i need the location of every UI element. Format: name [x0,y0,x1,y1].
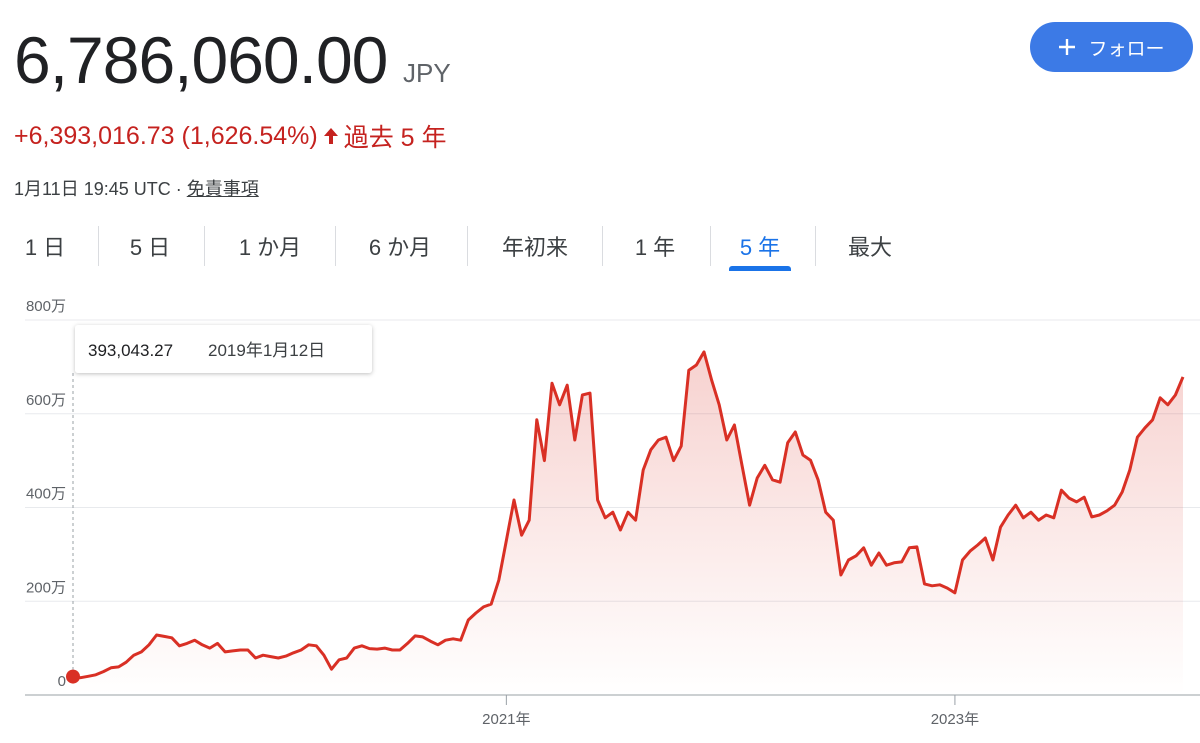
y-tick-label: 600万 [26,392,66,409]
tab-separator [467,226,468,266]
tab-underline [729,266,791,271]
range-tab[interactable]: 年初来 [501,235,569,260]
range-tab[interactable]: 最大 [847,235,893,260]
range-tab[interactable]: 5 年 [739,235,781,260]
range-tab[interactable]: 1 か月 [238,235,302,260]
disclaimer-link[interactable]: 免責事項 [186,179,259,199]
follow-label: フォロー [1088,38,1165,60]
tab-separator [335,226,336,266]
tab-separator [602,226,603,266]
tab-separator [710,226,711,266]
timestamp: 1月11日 19:45 UTC · [14,179,182,199]
tooltip-value: 393,043.27 [88,341,173,360]
range-tab[interactable]: 5 日 [129,235,171,260]
tab-separator [815,226,816,266]
range-tab[interactable]: 1 日 [24,235,66,260]
plus-icon [1059,39,1076,55]
follow-button[interactable]: フォロー [1030,22,1193,72]
change-row: +6,393,016.73 (1,626.54%) 過去 5 年 [14,118,447,154]
price: 6,786,060.00 [14,23,388,97]
range-tabs: 1 日 5 日 1 か月 6 か月 年初来 1 年 5 年 最大 [0,222,1200,272]
change-period: 過去 5 年 [343,124,447,152]
hover-dot [66,669,80,684]
tooltip-date: 2019年1月12日 [208,341,325,360]
tooltip-box [75,325,372,373]
y-tick-label: 200万 [26,579,66,596]
change-value: +6,393,016.73 (1,626.54%) [14,121,318,150]
up-arrow [323,128,338,144]
tab-separator [204,226,205,266]
x-tick-label: 2023年 [931,711,979,728]
range-tab[interactable]: 6 か月 [368,235,432,260]
y-tick-label: 0 [58,673,66,690]
price-line [72,350,1185,680]
range-tab[interactable]: 1 年 [634,235,676,260]
area [73,351,1183,695]
tab-separator [98,226,99,266]
timestamp-row: 1月11日 19:45 UTC · 免責事項 [14,175,259,201]
currency: JPY [403,58,451,88]
y-tick-label: 400万 [26,486,66,503]
x-tick-label: 2021年 [482,711,530,728]
y-tick-label: 800万 [26,298,66,315]
